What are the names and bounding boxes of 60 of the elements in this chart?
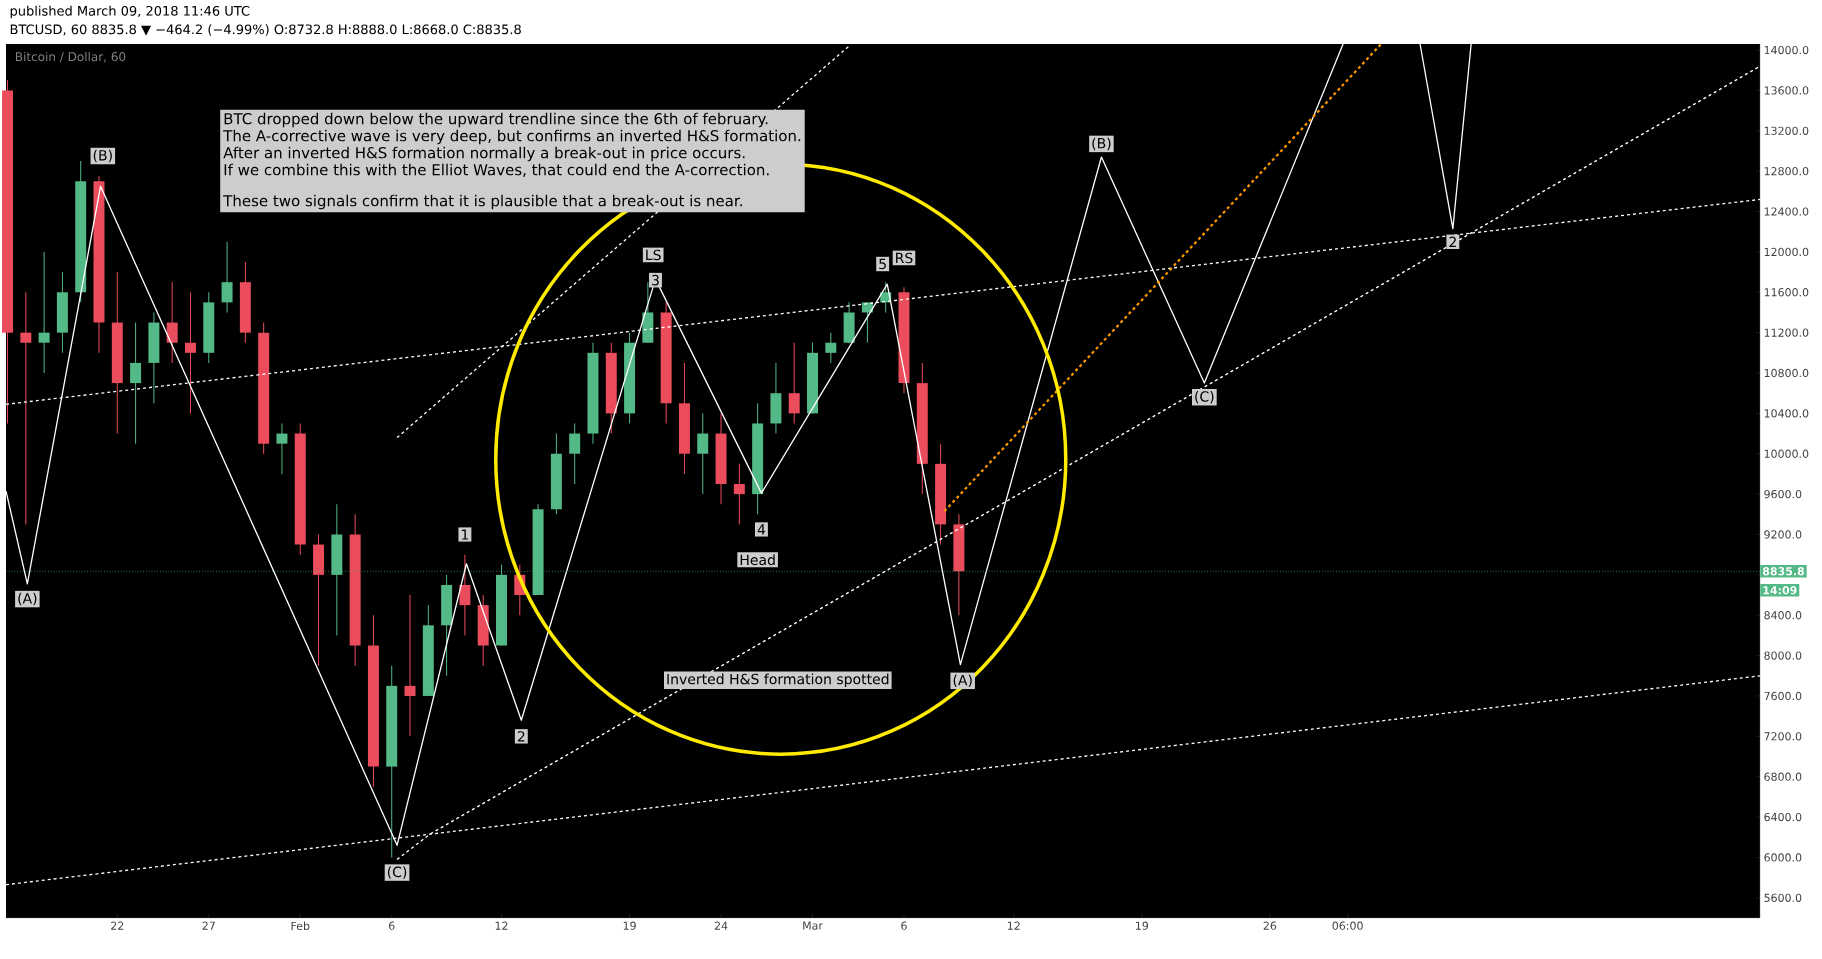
y-tick-label: 14000.0 (1764, 45, 1809, 55)
y-tick-label: 11200.0 (1764, 328, 1809, 337)
y-tick-label: 10800.0 (1764, 368, 1809, 378)
x-tick-label: 12 (495, 921, 508, 930)
y-tick-label: 12000.0 (1764, 247, 1809, 257)
y-tick-label: 5600.0 (1764, 893, 1802, 902)
annotation: These two signals confirm that it is plausible that a break-out is near. (223, 194, 742, 210)
x-tick-label: Feb (291, 921, 310, 931)
annotation: If we combine this with the Elliot Waves, that could end the A-correction. (224, 163, 769, 177)
annotation: LS (646, 249, 661, 261)
text: published March 09, 2018 11:46 UTC (10, 5, 250, 19)
y-tick-label: 13200.0 (1764, 126, 1809, 135)
annotation: (A) (18, 592, 37, 606)
annotation: 3 (652, 274, 659, 286)
x-tick-label: 12 (1007, 921, 1020, 930)
annotation: Head (740, 554, 775, 566)
chart-subtitle: BTCUSD, 60 8835.8 ▼ −464.2 (−4.99%) O:8732.8 H:8888.0 L:8668.0 C:8835.8 (10, 24, 521, 36)
x-tick-label: 19 (1136, 921, 1149, 930)
y-tick-label: 9200.0 (1764, 530, 1802, 539)
y-tick-label: 13600.0 (1764, 86, 1809, 95)
annotation: 1 (461, 529, 469, 540)
text: Bitcoin / Dollar, 60 (15, 51, 126, 63)
y-tick-label: 6000.0 (1764, 853, 1802, 862)
x-tick-label: 27 (202, 921, 215, 930)
x-tick-label: 06:00 (1332, 921, 1363, 930)
y-tick-label: 12800.0 (1764, 167, 1809, 176)
y-tick-label: 7200.0 (1764, 732, 1802, 741)
x-tick-label: 6 (901, 921, 907, 930)
y-tick-label: 8000.0 (1764, 651, 1802, 660)
annotation: 4 (757, 524, 766, 535)
y-tick-label: 10400.0 (1764, 409, 1809, 418)
annotation: (B) (93, 149, 112, 163)
y-tick-label: 6400.0 (1764, 812, 1802, 822)
x-tick-label: 19 (623, 921, 636, 930)
annotation: After an inverted H&S formation normally a break-out in price occurs. (223, 146, 745, 162)
annotation: 2 (1449, 236, 1456, 247)
x-tick-label: 22 (111, 921, 124, 930)
x-tick-label: 6 (389, 921, 395, 930)
y-tick-label: 9600.0 (1764, 489, 1802, 499)
annotation: Inverted H&S formation spotted (667, 673, 889, 688)
annotation: (A) (953, 674, 972, 688)
x-tick-label: 24 (714, 921, 728, 930)
y-tick-label: 8400.0 (1764, 611, 1802, 620)
y-tick-label: 10000.0 (1764, 449, 1809, 458)
y-tick-label: 11600.0 (1764, 288, 1809, 297)
annotation: (C) (387, 866, 407, 879)
text: 14:09 (1763, 586, 1797, 595)
y-tick-label: 7600.0 (1764, 691, 1802, 701)
ref-line-label: 8835.8 (1762, 567, 1805, 576)
x-tick-label: Mar (803, 921, 823, 930)
annotation: 2 (517, 731, 525, 742)
annotation: (C) (1195, 390, 1214, 404)
annotation: BTC dropped down below the upward trendline since the 6th of february. (224, 112, 768, 128)
x-tick-label: 26 (1263, 921, 1277, 930)
annotation: (B) (1092, 137, 1111, 151)
annotation: RS (896, 252, 913, 264)
y-tick-label: 12400.0 (1764, 207, 1809, 216)
annotation: The A-corrective wave is very deep, but confirms an inverted H&S formation. (223, 129, 801, 145)
annotation: 5 (879, 258, 886, 270)
y-tick-label: 6800.0 (1764, 772, 1802, 781)
